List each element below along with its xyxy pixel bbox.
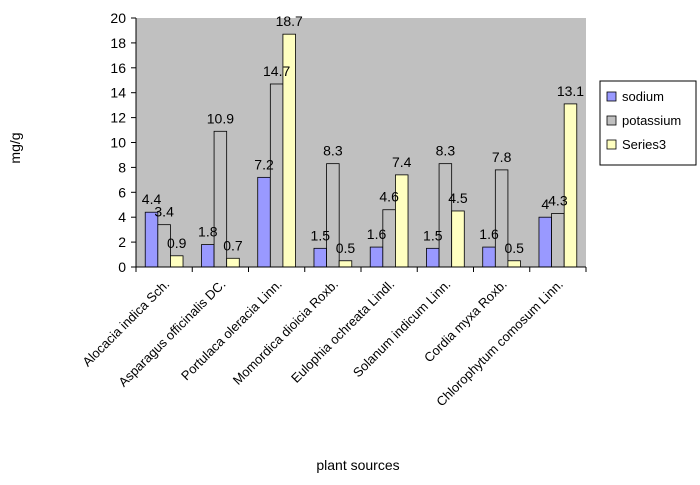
data-label: 10.9 <box>207 110 234 126</box>
data-label: 8.3 <box>323 143 343 159</box>
data-label: 0.5 <box>504 240 524 256</box>
bar-sodium <box>201 244 215 268</box>
category-label: Solanum indicum Linn. <box>350 277 454 381</box>
bar-potassium <box>438 163 453 268</box>
data-label: 1.6 <box>479 226 499 242</box>
data-label: 1.8 <box>198 224 218 240</box>
y-tick-label: 12 <box>110 110 126 126</box>
data-label: 3.4 <box>154 204 174 220</box>
data-label: 0.7 <box>223 237 243 253</box>
bar-series3 <box>507 260 521 268</box>
y-axis-title: mg/g <box>7 132 23 163</box>
bar-series3 <box>226 257 240 268</box>
y-tick-label: 18 <box>110 35 126 51</box>
y-tick-label: 8 <box>118 159 126 175</box>
legend-swatch <box>606 115 617 126</box>
category-label: Momordica dioicia Roxb. <box>230 277 341 388</box>
bar-sodium <box>538 216 552 268</box>
bar-series3 <box>170 255 184 268</box>
data-label: 4.6 <box>379 189 399 205</box>
y-tick-label: 6 <box>118 184 126 200</box>
bar-sodium <box>144 211 159 268</box>
legend-label: potassium <box>622 113 681 128</box>
category-label: Asparagus officinalis DC. <box>115 277 228 390</box>
data-label: 14.7 <box>263 63 290 79</box>
data-label: 0.9 <box>167 235 187 251</box>
y-tick-label: 20 <box>110 10 126 26</box>
data-label: 0.5 <box>336 240 356 256</box>
bar-potassium <box>551 213 565 268</box>
data-label: 7.4 <box>392 154 412 170</box>
data-label: 1.5 <box>311 227 331 243</box>
bar-series3 <box>563 103 578 268</box>
bars-layer <box>144 33 578 268</box>
plot-area <box>136 18 586 267</box>
data-label: 1.5 <box>423 227 443 243</box>
bar-series3 <box>451 210 465 268</box>
x-axis-title: plant sources <box>316 457 399 473</box>
legend-label: Series3 <box>622 137 666 152</box>
bar-series3 <box>338 260 353 268</box>
data-labels-layer: 4.4 1.8 7.2 1.5 1.6 1.5 1.6 4 3.4 10.9 14.7 8.3 4.6 8… <box>142 13 585 256</box>
legend-swatch <box>606 91 617 102</box>
data-label: 13.1 <box>557 83 584 99</box>
data-label: 4 <box>541 196 549 212</box>
data-label: 4.3 <box>548 192 568 208</box>
bar-sodium <box>257 176 271 268</box>
y-tick-label: 14 <box>110 85 126 101</box>
category-label: Eulophia ochreata Lindl. <box>288 277 397 386</box>
y-tick-label: 10 <box>110 135 126 151</box>
y-tick-label: 0 <box>118 259 126 275</box>
data-label: 7.8 <box>492 149 512 165</box>
bar-sodium <box>482 246 496 268</box>
bar-potassium <box>269 83 284 268</box>
category-label: Portulaca oleracia Linn. <box>178 277 285 384</box>
data-label: 18.7 <box>276 13 303 29</box>
y-axis: 0 2 4 6 8 10 12 14 16 18 20 <box>110 10 137 275</box>
category-labels-layer: Alocacia indica Sch.Asparagus officinali… <box>79 277 566 410</box>
legend-swatch <box>606 139 617 150</box>
data-label: 7.2 <box>254 156 274 172</box>
data-label: 4.5 <box>448 190 468 206</box>
y-tick-label: 2 <box>118 234 126 250</box>
y-tick-label: 16 <box>110 60 126 76</box>
x-axis <box>135 266 587 272</box>
bar-sodium <box>369 246 384 268</box>
y-tick-label: 4 <box>118 209 126 225</box>
legend: sodium potassium Series3 <box>599 80 697 166</box>
data-label: 8.3 <box>436 143 456 159</box>
data-label: 1.6 <box>367 226 387 242</box>
bar-sodium <box>313 247 327 268</box>
data-label: 4.4 <box>142 191 162 207</box>
legend-label: sodium <box>622 89 664 104</box>
bar-sodium <box>426 247 440 268</box>
